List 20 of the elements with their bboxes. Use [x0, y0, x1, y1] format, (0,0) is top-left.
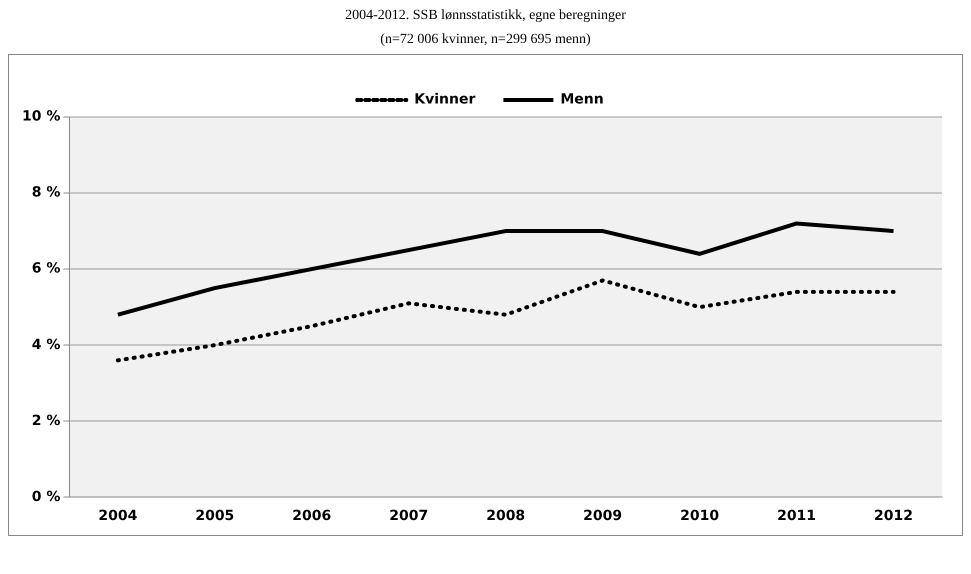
- line-series: [116, 278, 896, 362]
- chart-subtitle: (n=72 006 kvinner, n=299 695 menn): [379, 32, 592, 48]
- x-tick-label: 2012: [874, 508, 914, 524]
- y-tick-label: 6 %: [32, 260, 60, 277]
- legend-label: Kvinner: [414, 92, 476, 108]
- y-tick-label: 2 %: [32, 412, 60, 429]
- x-tick-label: 2010: [680, 508, 720, 524]
- x-tick-label: 2011: [777, 508, 816, 524]
- y-tick-label: 4 %: [32, 336, 60, 353]
- x-tick-label: 2006: [292, 508, 332, 524]
- legend-label: Menn: [560, 92, 604, 108]
- x-tick-label: 2008: [486, 508, 526, 524]
- x-tick-label: 2009: [583, 508, 622, 524]
- x-tick-label: 2007: [389, 508, 428, 524]
- x-tick-label: 2005: [195, 508, 234, 524]
- y-tick-label: 8 %: [32, 184, 60, 201]
- x-tick-label: 2004: [98, 508, 138, 524]
- y-tick-label: 10 %: [22, 108, 60, 125]
- chart-title: 2004-2012. SSB lønnsstatistikk, egne beregninger: [344, 8, 627, 24]
- y-tick-label: 0 %: [32, 488, 60, 505]
